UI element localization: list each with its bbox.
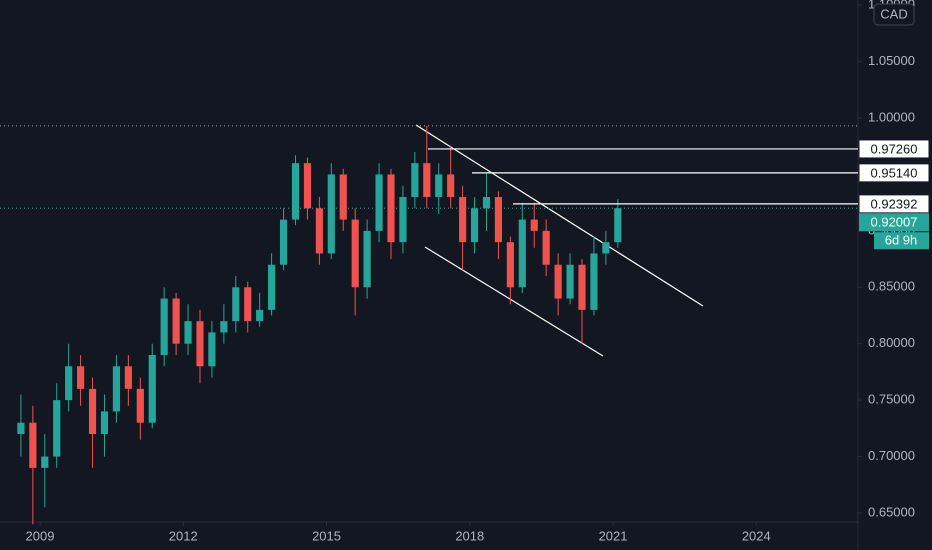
candle-body [542, 230, 550, 265]
candle-body [602, 242, 610, 254]
candle-body [590, 253, 598, 310]
candle-body [53, 400, 61, 457]
candle-body [41, 456, 49, 468]
candle-body [196, 321, 204, 367]
candle-body [494, 197, 503, 243]
candle-body [303, 163, 312, 209]
candle-body [423, 163, 431, 198]
candle-body [327, 174, 335, 254]
candle-body [482, 197, 491, 209]
candle-body [435, 174, 443, 198]
candle-body [291, 163, 300, 220]
x-tick-label: 2009 [26, 528, 55, 543]
level-label: 0.92392 [871, 196, 918, 211]
candle-body [363, 230, 371, 288]
candle-body [112, 366, 120, 412]
last-price-box [859, 213, 929, 232]
candle-body [88, 388, 97, 434]
x-tick-label: 2015 [312, 528, 341, 543]
candle-body [136, 388, 144, 423]
candle-body [29, 422, 37, 468]
candle-body [375, 174, 383, 231]
x-tick-label: 2018 [455, 528, 484, 543]
candle-body [351, 219, 359, 288]
countdown-label: 6d 9h [885, 233, 918, 248]
currency-badge [873, 3, 915, 26]
candle-body [244, 287, 252, 322]
candle-body [387, 174, 395, 243]
currency-label: CAD [880, 6, 907, 21]
candle-body [232, 287, 240, 322]
candle-body [268, 264, 276, 310]
candle-body [411, 163, 419, 198]
level-label-box [858, 194, 930, 214]
y-tick-label: 0.85000 [868, 279, 915, 294]
candle-body [399, 197, 407, 243]
candle-body [566, 264, 574, 299]
level-label-box [858, 163, 930, 183]
candle-body [220, 321, 228, 333]
candle-body [148, 354, 156, 423]
candle-body [100, 411, 109, 434]
y-tick-label: 0.70000 [868, 448, 915, 463]
candle-body [124, 366, 132, 389]
last-price-label: 0.92007 [871, 215, 918, 230]
candle-body [470, 208, 479, 243]
candle-body [518, 219, 526, 288]
level-label: 0.95140 [871, 165, 918, 180]
y-tick-label: 1.05000 [868, 53, 915, 68]
y-tick-label: 0.75000 [868, 392, 915, 407]
candle-body [65, 366, 73, 401]
candle-body [77, 366, 85, 389]
y-tick-label: 0.80000 [868, 335, 915, 350]
y-tick-label: 0.65000 [868, 504, 915, 519]
trendline-lower [424, 246, 604, 357]
candle-body [578, 264, 586, 310]
level-label: 0.97260 [871, 141, 918, 156]
level-label-box [858, 139, 930, 159]
candle-body [315, 208, 323, 254]
candle-body [554, 264, 562, 299]
candle-body [614, 208, 622, 243]
y-tick-label: 1.00000 [868, 109, 915, 124]
candle-body [172, 298, 180, 344]
candle-body [447, 174, 455, 198]
candle-body [17, 422, 25, 434]
candle-body [256, 309, 264, 322]
candle-body [184, 321, 192, 344]
x-tick-label: 2012 [169, 528, 198, 543]
trendline-upper [415, 124, 704, 307]
countdown-box [874, 232, 929, 250]
candle-body [530, 219, 538, 231]
candle-body [208, 332, 216, 367]
candle-body [459, 197, 467, 243]
x-tick-label: 2021 [599, 528, 628, 543]
candle-body [506, 242, 514, 288]
candle-body [160, 298, 168, 355]
x-tick-label: 2024 [742, 528, 771, 543]
candle-body [339, 174, 347, 220]
candle-body [279, 219, 288, 265]
